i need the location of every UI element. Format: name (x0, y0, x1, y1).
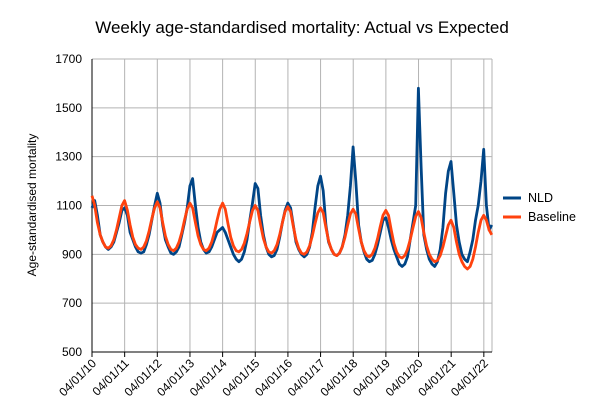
series-line-nld (90, 86, 494, 268)
series-lines (90, 86, 494, 271)
chart-title: Weekly age-standardised mortality: Actua… (95, 18, 509, 37)
series-line-baseline (90, 195, 494, 271)
legend-label-nld: NLD (528, 191, 553, 205)
y-tick-label: 1300 (55, 150, 82, 164)
y-tick-label: 700 (62, 296, 82, 310)
tick-labels: 500700900110013001500170004/01/1004/01/1… (55, 52, 491, 399)
gridlines (91, 58, 493, 353)
y-tick-label: 500 (62, 345, 82, 359)
y-tick-label: 1500 (55, 101, 82, 115)
y-axis-label: Age-standardised mortality (25, 134, 39, 277)
legend-label-baseline: Baseline (528, 210, 576, 224)
y-tick-label: 900 (62, 247, 82, 261)
legend: NLD Baseline (503, 191, 576, 224)
y-tick-label: 1100 (56, 199, 82, 213)
y-tick-label: 1700 (55, 52, 82, 66)
